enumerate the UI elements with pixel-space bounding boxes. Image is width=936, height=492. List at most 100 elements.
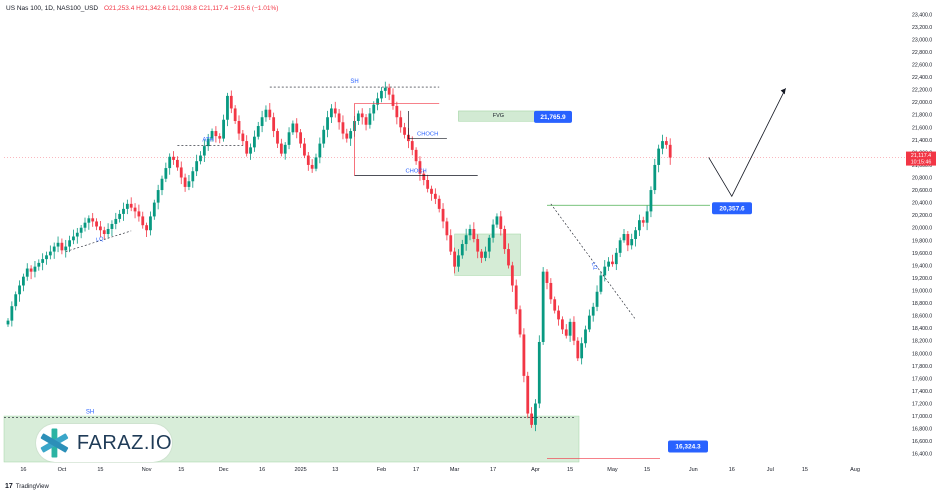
candle-body xyxy=(226,95,229,120)
candle-body xyxy=(156,190,160,203)
candle-body xyxy=(376,98,379,105)
candle-body xyxy=(299,132,302,144)
candle-body xyxy=(391,94,395,106)
candle-body xyxy=(630,239,634,246)
y-tick-label: 21,000.0 xyxy=(912,163,932,169)
candle-body xyxy=(403,127,406,135)
x-tick-label: Apr xyxy=(531,467,540,473)
ohlc-open: O21,253.4 xyxy=(103,5,135,12)
candle-body xyxy=(395,105,399,118)
candle-body xyxy=(137,211,141,217)
candle-body xyxy=(576,340,580,359)
candle-body xyxy=(187,181,191,187)
y-tick-label: 19,400.0 xyxy=(912,263,932,269)
candle-body xyxy=(79,227,83,233)
faraz-star-icon xyxy=(40,428,69,458)
annotation-zones xyxy=(3,110,710,463)
candle-body xyxy=(241,133,245,142)
candle-body xyxy=(464,235,468,245)
y-tick-label: 20,200.0 xyxy=(912,213,932,219)
candle-body xyxy=(87,218,91,223)
candle-body xyxy=(484,251,487,258)
ohlc-low: L21,038.8 xyxy=(167,5,197,12)
candle-body xyxy=(522,334,526,376)
candle-body xyxy=(102,230,106,234)
candle-body xyxy=(326,117,329,130)
candle-body xyxy=(264,109,268,118)
fvg-label: FVG xyxy=(493,113,504,119)
candle-body xyxy=(518,309,522,335)
y-tick-label: 22,200.0 xyxy=(912,88,932,94)
candle-body xyxy=(287,132,291,145)
candle-body xyxy=(599,275,603,292)
x-tick-label: 17 xyxy=(413,467,419,473)
last-price-label: 21,117.4 xyxy=(911,153,931,159)
candle-body xyxy=(68,240,71,247)
candle-body xyxy=(295,123,299,133)
x-tick-label: Aug xyxy=(850,467,860,473)
y-tick-label: 18,000.0 xyxy=(912,351,932,357)
candle-body xyxy=(591,306,595,316)
candle-body xyxy=(314,157,318,169)
candle-body xyxy=(360,113,364,118)
candle-body xyxy=(233,108,237,121)
x-tick-label: 15 xyxy=(644,467,650,473)
y-tick-label: 17,000.0 xyxy=(912,414,932,420)
candle-body xyxy=(333,108,337,114)
candle-body xyxy=(202,146,206,156)
candle-body xyxy=(206,138,210,147)
candle-body xyxy=(561,319,564,330)
candle-body xyxy=(125,203,129,209)
candle-body xyxy=(318,143,322,158)
y-tick-label: 17,800.0 xyxy=(912,364,932,370)
candle-body xyxy=(364,117,368,125)
candle-body xyxy=(52,246,56,252)
candle-body xyxy=(276,131,279,144)
candle-body xyxy=(283,144,287,154)
choch-2-label: CHOCH xyxy=(405,169,426,175)
tradingview-brand[interactable]: 17 TradingView xyxy=(5,483,49,490)
candle-body xyxy=(457,255,460,267)
y-tick-label: 18,800.0 xyxy=(912,301,932,307)
candle-body xyxy=(179,167,183,178)
candle-body xyxy=(649,190,653,212)
candle-body xyxy=(214,131,218,137)
y-tick-label: 17,600.0 xyxy=(912,376,932,382)
label-target: 20,357.6 xyxy=(719,205,745,212)
candle-body xyxy=(433,193,437,199)
candle-body xyxy=(387,87,391,95)
candle-body xyxy=(249,147,252,154)
ohlc-high: H21,342.6 xyxy=(136,5,167,12)
candle-body xyxy=(268,109,272,118)
time-axis[interactable]: 16 Oct 15 Nov 15 Dec 16 2025 13 Feb 17 Mar 17 Apr 15 Ma… xyxy=(20,467,860,473)
candle-body xyxy=(195,161,199,172)
candle-body xyxy=(41,259,45,263)
lq-1-label: LQ xyxy=(96,236,105,243)
candle-body xyxy=(468,228,472,236)
candle-body xyxy=(152,202,156,217)
candle-body xyxy=(414,149,418,162)
y-tick-label: 20,400.0 xyxy=(912,201,932,207)
trend-drawings: SH SH ATH FVG CHOCH CHOCH LQ LQ 21,765.9 20,357.6… xyxy=(4,79,787,453)
candle-body xyxy=(229,95,233,109)
candle-body xyxy=(106,228,110,234)
x-tick-label: 16 xyxy=(259,467,265,473)
y-tick-label: 22,800.0 xyxy=(912,50,932,56)
sh-bottom-label: SH xyxy=(86,409,94,415)
candle-body xyxy=(6,320,10,325)
candle-body xyxy=(245,141,249,154)
candle-body xyxy=(345,133,349,139)
y-tick-label: 21,800.0 xyxy=(912,113,932,119)
candle-body xyxy=(638,220,641,231)
price-axis[interactable]: 16,400.0 16,600.0 16,800.0 17,000.0 17,200.0… xyxy=(906,12,936,458)
y-tick-label: 20,800.0 xyxy=(912,176,932,182)
candle-body xyxy=(603,266,607,276)
candle-body xyxy=(422,173,426,181)
candle-body xyxy=(661,141,664,149)
y-tick-label: 19,000.0 xyxy=(912,289,932,295)
candle-body xyxy=(222,119,225,139)
candle-body xyxy=(114,218,118,224)
label-low-bg xyxy=(668,440,708,453)
candle-body xyxy=(372,104,376,114)
